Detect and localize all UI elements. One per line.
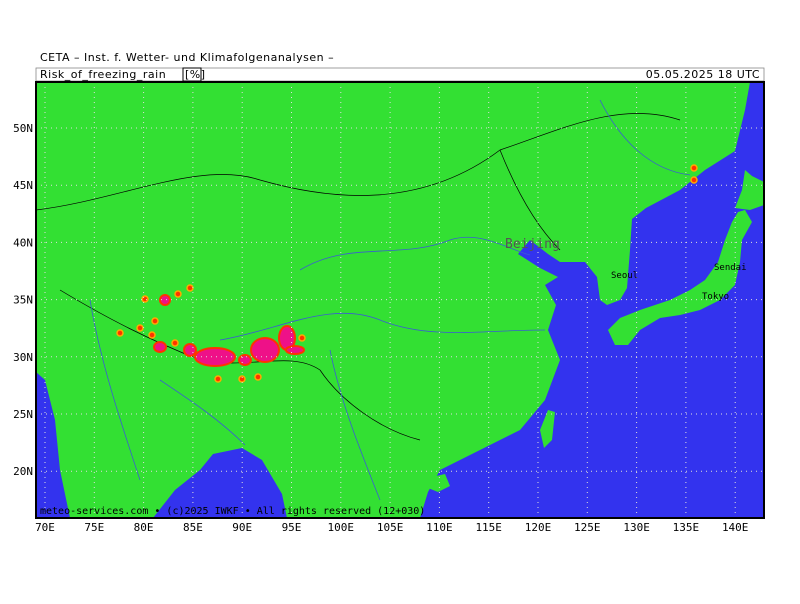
lon-label: 125E (574, 521, 601, 534)
lon-label: 90E (232, 521, 252, 534)
city-label: Seoul (611, 271, 638, 281)
lon-label: 110E (426, 521, 453, 534)
product-name: Risk_of_freezing_rain (40, 68, 166, 81)
institute-line: CETA – Inst. f. Wetter- und Klimafolgena… (40, 51, 334, 64)
lat-label: 30N (13, 351, 33, 364)
lon-label: 70E (35, 521, 55, 534)
lon-label: 120E (525, 521, 552, 534)
lon-label: 105E (377, 521, 404, 534)
lon-label: 95E (282, 521, 302, 534)
valid-time: 05.05.2025 18 UTC (646, 68, 760, 81)
freezing-rain-areas (116, 164, 698, 383)
lon-label: 130E (623, 521, 650, 534)
taiwan (540, 410, 555, 448)
lon-label: 140E (722, 521, 749, 534)
map-area: Beijing Seoul Sendai Tokyo meteo-service… (35, 81, 765, 519)
hokkaido (735, 170, 764, 210)
footer-credit: meteo-services.com • (c)2025 IWKF • All … (40, 506, 425, 517)
city-label: Beijing (505, 237, 560, 252)
lat-label: 20N (13, 465, 33, 478)
lat-label: 45N (13, 179, 33, 192)
hainan (428, 474, 450, 492)
axis-labels: 50N 45N 40N 35N 30N 25N 20N 70E 75E 80E 85E 90E 95E 1… (13, 122, 748, 534)
lon-label: 135E (673, 521, 700, 534)
lat-label: 35N (13, 294, 33, 307)
city-label: Tokyo (702, 292, 729, 302)
bay-of-bengal (153, 448, 287, 518)
lon-label: 100E (328, 521, 355, 534)
rivers (89, 99, 691, 501)
lon-label: 85E (183, 521, 203, 534)
arabian-sea (36, 372, 70, 518)
map-frame (35, 81, 765, 519)
lat-label: 50N (13, 122, 33, 135)
lon-label: 115E (475, 521, 502, 534)
city-label: Sendai (714, 263, 747, 273)
lat-label: 40N (13, 236, 33, 249)
lon-label: 75E (84, 521, 104, 534)
unit: [%] (185, 68, 206, 81)
lon-label: 80E (134, 521, 154, 534)
city-labels: Beijing Seoul Sendai Tokyo (505, 237, 747, 302)
lat-label: 25N (13, 408, 33, 421)
japan (608, 210, 752, 345)
